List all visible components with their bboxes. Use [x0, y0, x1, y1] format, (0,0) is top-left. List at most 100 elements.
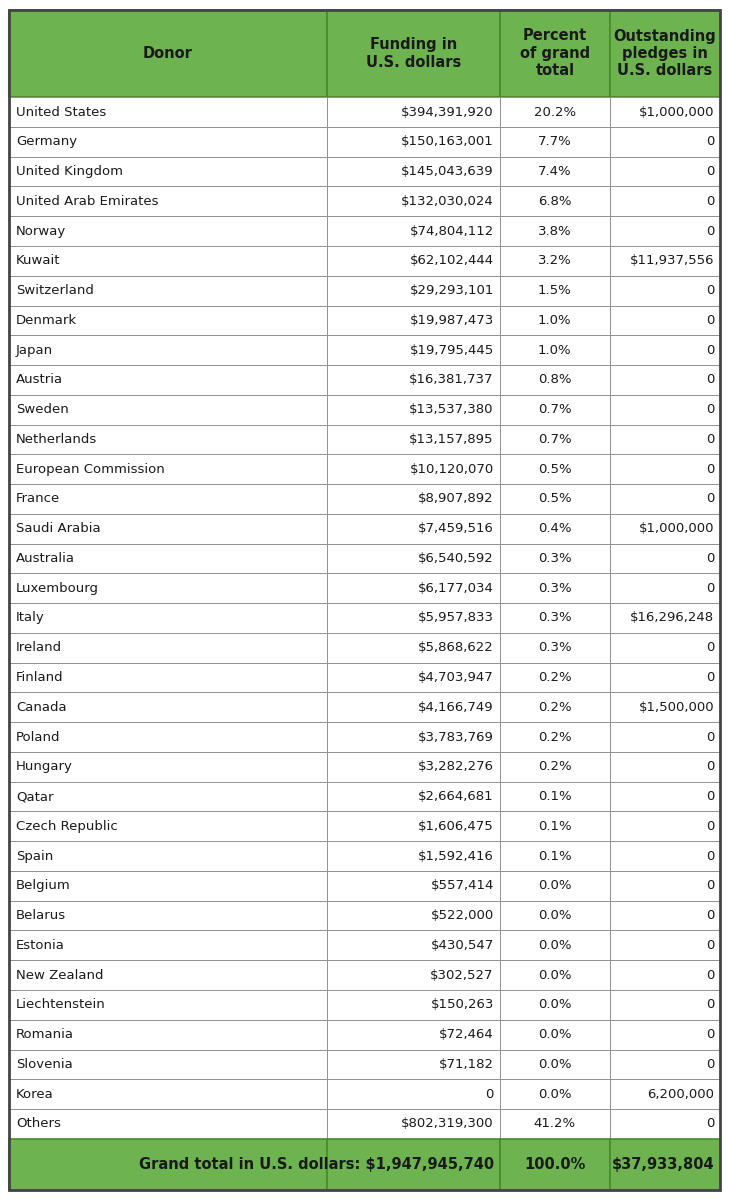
Bar: [327, 425, 499, 455]
Bar: [610, 871, 720, 901]
Text: Australia: Australia: [16, 552, 75, 565]
Bar: [499, 841, 610, 871]
Text: Funding in
U.S. dollars: Funding in U.S. dollars: [366, 37, 461, 70]
Bar: [499, 604, 610, 632]
Text: Others: Others: [16, 1117, 61, 1130]
Bar: [499, 365, 610, 395]
Text: 0.0%: 0.0%: [538, 910, 572, 922]
Text: $302,527: $302,527: [430, 968, 494, 982]
Text: $430,547: $430,547: [431, 938, 494, 952]
Text: 0.0%: 0.0%: [538, 1028, 572, 1042]
Text: 7.7%: 7.7%: [538, 136, 572, 149]
Text: Austria: Austria: [16, 373, 63, 386]
Bar: [499, 425, 610, 455]
Text: 0: 0: [706, 463, 714, 475]
Text: Grand total in U.S. dollars: $1,947,945,740: Grand total in U.S. dollars: $1,947,945,…: [139, 1157, 494, 1172]
Bar: [9, 514, 327, 544]
Bar: [610, 1079, 720, 1109]
Text: 0.3%: 0.3%: [538, 582, 572, 595]
Text: European Commission: European Commission: [16, 463, 165, 475]
Bar: [499, 276, 610, 306]
Text: 6,200,000: 6,200,000: [647, 1087, 714, 1100]
Text: Saudi Arabia: Saudi Arabia: [16, 522, 101, 535]
Bar: [327, 1050, 499, 1079]
Text: 0: 0: [706, 1117, 714, 1130]
Text: 0.0%: 0.0%: [538, 968, 572, 982]
Text: Donor: Donor: [143, 46, 192, 61]
Bar: [327, 841, 499, 871]
Bar: [610, 781, 720, 811]
Text: $72,464: $72,464: [439, 1028, 494, 1042]
Bar: [499, 127, 610, 157]
Text: $132,030,024: $132,030,024: [401, 194, 494, 208]
Text: $1,000,000: $1,000,000: [639, 522, 714, 535]
Text: 1.0%: 1.0%: [538, 314, 572, 326]
Text: 0: 0: [706, 641, 714, 654]
Text: Czech Republic: Czech Republic: [16, 820, 118, 833]
Bar: [327, 604, 499, 632]
Text: 0.0%: 0.0%: [538, 998, 572, 1012]
Text: Outstanding
pledges in
U.S. dollars: Outstanding pledges in U.S. dollars: [614, 29, 717, 78]
Text: 0.1%: 0.1%: [538, 850, 572, 863]
Bar: [499, 1109, 610, 1139]
Bar: [9, 455, 327, 484]
Bar: [9, 395, 327, 425]
Text: 0: 0: [706, 552, 714, 565]
Text: Korea: Korea: [16, 1087, 54, 1100]
Bar: [9, 781, 327, 811]
Bar: [9, 960, 327, 990]
Bar: [9, 425, 327, 455]
Bar: [610, 216, 720, 246]
Bar: [499, 544, 610, 574]
Bar: [327, 186, 499, 216]
Text: $13,157,895: $13,157,895: [410, 433, 494, 446]
Bar: [327, 1020, 499, 1050]
Bar: [327, 395, 499, 425]
Text: $29,293,101: $29,293,101: [410, 284, 494, 298]
Bar: [610, 1109, 720, 1139]
Text: $2,664,681: $2,664,681: [418, 790, 494, 803]
Bar: [610, 97, 720, 127]
Bar: [327, 1139, 499, 1190]
Bar: [327, 960, 499, 990]
Text: $19,795,445: $19,795,445: [410, 343, 494, 356]
Text: 0: 0: [706, 998, 714, 1012]
Bar: [610, 544, 720, 574]
Text: 0.7%: 0.7%: [538, 403, 572, 416]
Text: $1,000,000: $1,000,000: [639, 106, 714, 119]
Bar: [610, 930, 720, 960]
Bar: [610, 1020, 720, 1050]
Bar: [327, 365, 499, 395]
Bar: [9, 246, 327, 276]
Bar: [610, 692, 720, 722]
Text: $5,957,833: $5,957,833: [418, 612, 494, 624]
Text: 0: 0: [706, 671, 714, 684]
Text: 0.8%: 0.8%: [538, 373, 572, 386]
Text: $11,937,556: $11,937,556: [630, 254, 714, 268]
Text: 0: 0: [706, 790, 714, 803]
Bar: [610, 186, 720, 216]
Text: 0.1%: 0.1%: [538, 790, 572, 803]
Text: $145,043,639: $145,043,639: [401, 166, 494, 178]
Text: 0.5%: 0.5%: [538, 463, 572, 475]
Bar: [610, 455, 720, 484]
Bar: [499, 157, 610, 186]
Text: Germany: Germany: [16, 136, 77, 149]
Bar: [9, 752, 327, 781]
Text: 0: 0: [706, 1028, 714, 1042]
Bar: [9, 901, 327, 930]
Bar: [499, 692, 610, 722]
Bar: [499, 960, 610, 990]
Text: 0: 0: [706, 820, 714, 833]
Bar: [9, 306, 327, 335]
Bar: [610, 127, 720, 157]
Bar: [327, 752, 499, 781]
Text: Japan: Japan: [16, 343, 53, 356]
Text: $37,933,804: $37,933,804: [612, 1157, 714, 1172]
Text: Belarus: Belarus: [16, 910, 66, 922]
Bar: [9, 722, 327, 752]
Bar: [499, 781, 610, 811]
Text: Belgium: Belgium: [16, 880, 71, 893]
Text: $4,166,749: $4,166,749: [418, 701, 494, 714]
Text: Switzerland: Switzerland: [16, 284, 94, 298]
